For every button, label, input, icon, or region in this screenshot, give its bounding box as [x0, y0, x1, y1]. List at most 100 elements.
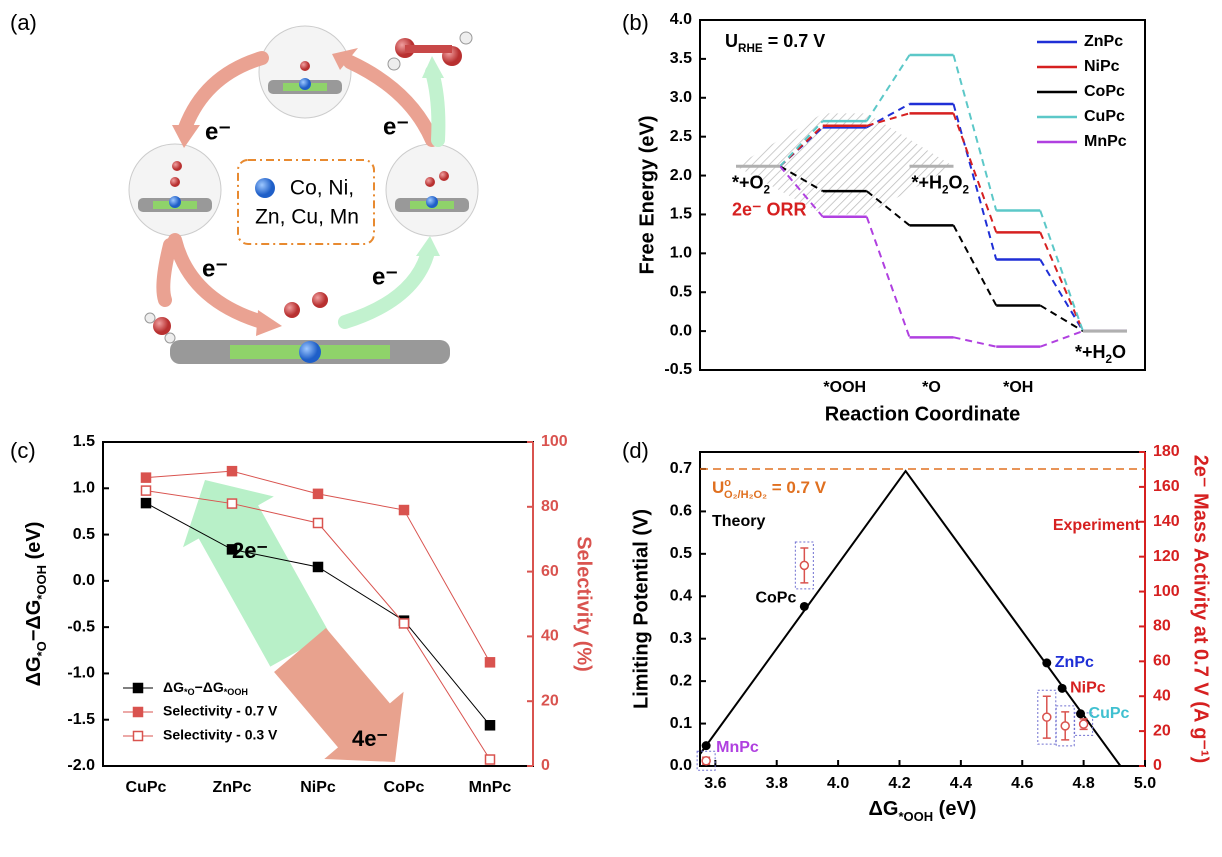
- electron-label: e⁻: [372, 263, 398, 290]
- y-tick-label: 1.5: [73, 433, 95, 450]
- text-part: O: [1112, 342, 1126, 362]
- superscript: o: [724, 477, 731, 489]
- y-tick-label: 0.5: [670, 283, 692, 300]
- y-tick-label: 0.3: [670, 630, 692, 647]
- x-tick-label: 3.6: [704, 775, 726, 792]
- y-tick-label: 0: [541, 757, 550, 774]
- connector: [954, 337, 997, 346]
- panel-label: (c): [10, 438, 36, 463]
- text-part: *+H: [1075, 342, 1106, 362]
- marker: [228, 467, 237, 476]
- y2-axis-label: 2e⁻ Mass Activity at 0.7 V (A g⁻¹): [1190, 455, 1212, 764]
- page: Co, Ni, Zn, Cu, Mn e⁻ e⁻ e⁻ e⁻ (a) (b) (…: [0, 0, 1222, 857]
- y-tick-label: 1.0: [73, 480, 95, 497]
- x-tick-label: 4.4: [950, 775, 972, 792]
- text-part: O: [949, 172, 963, 192]
- x-tick-label: CuPc: [126, 779, 167, 796]
- text-part: (eV): [933, 798, 976, 820]
- annotation: Experiment: [1053, 517, 1141, 534]
- y-tick-label: 160: [1153, 478, 1180, 495]
- y-tick-label: 60: [541, 563, 559, 580]
- marker: [228, 499, 237, 508]
- y-tick-label: 20: [541, 692, 559, 709]
- marker: [142, 499, 151, 508]
- schematic: Co, Ni, Zn, Cu, Mn e⁻ e⁻ e⁻ e⁻: [129, 26, 478, 364]
- x-tick-label: 4.6: [1011, 775, 1033, 792]
- y-tick-label: 0.4: [670, 587, 692, 604]
- connector: [867, 217, 910, 338]
- y-tick-label: 100: [1153, 583, 1180, 600]
- panel-label: (b): [622, 10, 649, 35]
- x-tick-label: MnPc: [469, 779, 512, 796]
- y-tick-label: 40: [1153, 687, 1171, 704]
- marker: [400, 619, 409, 628]
- text-part: 2e⁻ ORR: [732, 199, 807, 219]
- figure: Co, Ni, Zn, Cu, Mn e⁻ e⁻ e⁻ e⁻ (a) (b) (…: [0, 0, 1222, 857]
- legend-marker: [134, 732, 143, 741]
- y-tick-label: 1.5: [670, 206, 692, 223]
- text-part: ΔG: [163, 679, 184, 695]
- text-part: *+O: [732, 172, 764, 192]
- subscript: 2: [764, 183, 771, 196]
- legend-label: NiPc: [1084, 58, 1120, 75]
- point-label: CoPc: [755, 590, 796, 607]
- panel-label: (a): [10, 10, 37, 35]
- marker: [314, 562, 323, 571]
- connector: [867, 55, 910, 121]
- marker: [228, 545, 237, 554]
- text-part: ΔG: [23, 656, 45, 686]
- marker: [486, 721, 495, 730]
- x-tick-label: *OH: [1003, 379, 1033, 396]
- subscript: *O: [184, 687, 195, 697]
- marker: [314, 519, 323, 528]
- y-tick-label: 0.0: [670, 757, 692, 774]
- marker: [486, 755, 495, 764]
- x-tick-label: ZnPc: [212, 779, 251, 796]
- experiment-point: [1061, 722, 1069, 730]
- experiment-point: [800, 561, 808, 569]
- marker: [314, 489, 323, 498]
- y-tick-label: 0.1: [670, 715, 692, 732]
- x-tick-label: 4.2: [888, 775, 910, 792]
- electron-label: e⁻: [205, 118, 231, 145]
- big-arrow: [183, 480, 330, 667]
- y2-axis-label: Selectivity (%): [573, 536, 595, 672]
- y-tick-label: 3.5: [670, 50, 692, 67]
- marker: [486, 658, 495, 667]
- point-label: ZnPc: [1055, 654, 1094, 671]
- subscript: 2: [963, 183, 970, 196]
- x-axis-label: Reaction Coordinate: [825, 403, 1021, 425]
- annotation: Theory: [712, 513, 765, 530]
- connector: [1040, 232, 1083, 331]
- y-tick-label: 140: [1153, 513, 1180, 530]
- theory-point: [800, 602, 809, 611]
- experiment-point: [1080, 720, 1088, 728]
- legend-marker: [134, 708, 143, 717]
- y-tick-label: 120: [1153, 548, 1180, 565]
- legend-label: Selectivity - 0.7 V: [163, 703, 278, 719]
- point-label: MnPc: [716, 739, 759, 756]
- marker: [142, 486, 151, 495]
- state-circle: [129, 144, 221, 236]
- y-tick-label: 180: [1153, 443, 1180, 460]
- point-label: NiPc: [1070, 680, 1106, 697]
- metal-box: [238, 160, 374, 244]
- legend-label: CoPc: [1084, 83, 1125, 100]
- annotation: *+H2O: [1075, 342, 1126, 366]
- marker: [400, 506, 409, 515]
- x-tick-label: CoPc: [384, 779, 425, 796]
- y-tick-label: 40: [541, 628, 559, 645]
- experiment-point: [702, 757, 710, 765]
- state-circle: [259, 26, 351, 118]
- x-tick-label: 3.8: [766, 775, 788, 792]
- subscript: *O: [34, 641, 49, 656]
- y-axis-label: Free Energy (eV): [636, 116, 658, 275]
- x-axis-label: ΔG*OOH (eV): [869, 798, 977, 824]
- y-tick-label: 60: [1153, 653, 1171, 670]
- legend-label: Selectivity - 0.3 V: [163, 727, 278, 743]
- arrow-label: 4e⁻: [352, 726, 388, 751]
- text-part: ΔG: [869, 798, 899, 820]
- y-tick-label: -1.5: [67, 711, 95, 728]
- y-tick-label: 2.5: [670, 128, 692, 145]
